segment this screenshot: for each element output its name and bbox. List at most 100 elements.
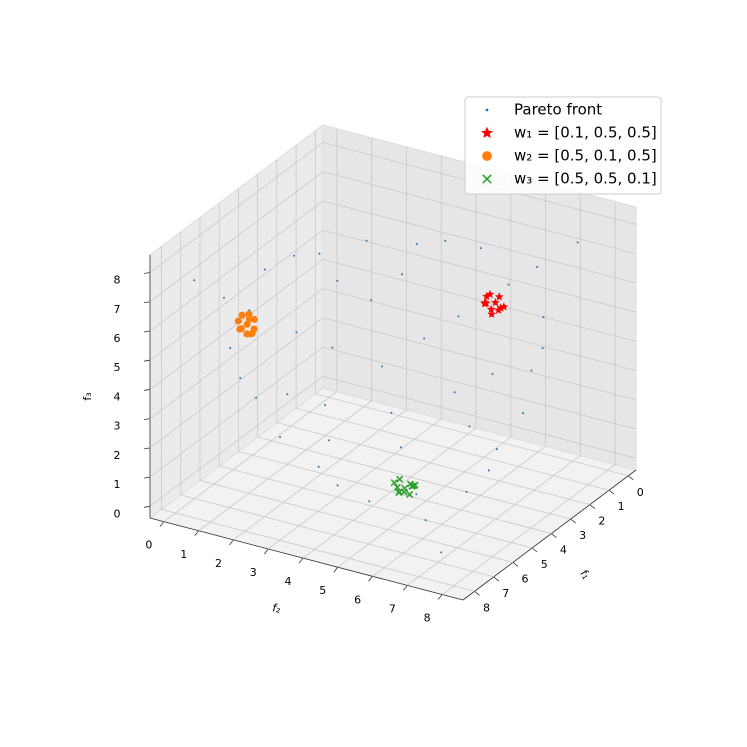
grid-line [149, 142, 324, 273]
z-tick-label: 5 [114, 361, 121, 374]
point [229, 347, 232, 350]
point [381, 365, 384, 368]
point [415, 243, 418, 246]
point [491, 372, 494, 375]
point [239, 377, 242, 379]
point [234, 317, 242, 325]
grid-line [337, 436, 512, 568]
grid-line [276, 422, 590, 506]
tick-mark [493, 576, 500, 582]
point [263, 268, 266, 271]
point [365, 239, 368, 242]
point [317, 465, 320, 468]
x-tick-label: 0 [637, 486, 644, 499]
point [255, 396, 258, 399]
point [495, 448, 498, 451]
z-tick-label: 2 [114, 449, 121, 462]
y-tick-label: 4 [285, 575, 292, 588]
point [336, 279, 339, 282]
grid-line [149, 288, 324, 419]
x-tick-label: 4 [560, 544, 567, 557]
point [336, 484, 339, 487]
point [468, 425, 471, 428]
axis-line [462, 469, 637, 601]
point [396, 475, 404, 483]
point [370, 299, 373, 302]
x-tick-label: 3 [579, 529, 586, 542]
grid-line [322, 200, 637, 284]
tick-mark [143, 359, 151, 362]
point [522, 412, 525, 415]
grid-line [257, 436, 571, 520]
tick-mark [143, 272, 151, 274]
tick-mark [512, 562, 519, 567]
tick-mark [159, 521, 165, 527]
grid-line [149, 171, 324, 303]
point [279, 436, 282, 439]
grid-line [161, 508, 475, 592]
points [193, 239, 579, 554]
grid-line [322, 229, 637, 313]
z-tick-label: 7 [114, 303, 121, 316]
point [286, 393, 289, 396]
y-tick-label: 6 [354, 593, 361, 606]
point [193, 279, 196, 282]
tick-mark [368, 576, 373, 582]
y-tick-label: 8 [424, 612, 431, 625]
point [457, 315, 460, 318]
x-axis-label: f₁ [577, 568, 592, 582]
point [453, 391, 456, 394]
point [507, 283, 510, 286]
tick-mark [298, 557, 304, 564]
x-tick-label: 7 [502, 587, 509, 600]
grid-line [322, 317, 637, 401]
z-tick-label: 4 [114, 390, 121, 403]
point [444, 239, 447, 242]
point [406, 490, 414, 498]
grid-line [149, 229, 324, 361]
y-tick-label: 3 [250, 566, 257, 579]
tick-mark [333, 566, 339, 573]
y-tick-label: 5 [319, 584, 326, 597]
tick-mark [474, 591, 480, 596]
y-tick-label: 0 [145, 539, 152, 552]
point [245, 315, 253, 323]
grid-line [302, 427, 477, 559]
point [487, 309, 496, 318]
tick-mark [143, 505, 151, 508]
point [331, 346, 334, 349]
point [390, 411, 393, 414]
point [393, 483, 401, 491]
point [486, 304, 496, 313]
grid-line [219, 465, 533, 549]
tick-mark [143, 476, 151, 479]
x-tick-label: 6 [521, 572, 528, 585]
z-axis-label: f₃ [81, 392, 94, 400]
tick-mark [551, 533, 557, 538]
point [293, 254, 296, 257]
z-tick-label: 8 [114, 274, 121, 287]
grid-line [441, 464, 616, 595]
grid-line [233, 409, 407, 541]
grid-line [268, 418, 442, 550]
point [465, 490, 468, 493]
point [499, 302, 509, 311]
grid-line [238, 451, 552, 534]
grid-line [149, 200, 324, 332]
point [576, 241, 579, 244]
y-tick-label: 2 [215, 557, 222, 570]
point [487, 469, 490, 472]
point [243, 330, 251, 338]
grid-line [322, 288, 637, 372]
point [222, 296, 225, 299]
point [485, 289, 495, 299]
grid-line [407, 455, 581, 586]
x-tick-label: 1 [618, 500, 625, 513]
grid-line [315, 393, 629, 477]
grid-line [322, 171, 637, 255]
point [318, 252, 321, 255]
point [482, 291, 491, 301]
grid-line [295, 407, 610, 491]
axis-line [149, 517, 464, 601]
